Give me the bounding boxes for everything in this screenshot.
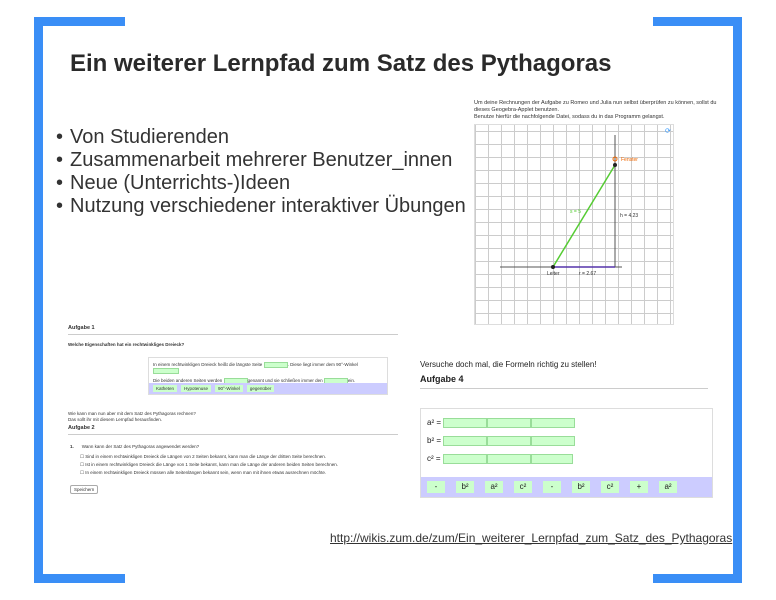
formula-label: b² = [427,436,442,446]
frame-top-right [653,17,742,26]
formula-label: a² = [427,418,442,428]
cloze-text: . Diese liegt immer dem 90°-Winkel [287,362,358,368]
drop-field[interactable] [153,368,179,374]
question-number: 1. [70,444,74,449]
slide-title: Ein weiterer Lernpfad zum Satz des Pytha… [70,50,612,77]
option-text: In einem rechtwinkligen Dreieck müssen a… [85,470,327,475]
bullet-text: Zusammenarbeit mehrerer Benutzer_innen [70,149,453,171]
formula-row: b² = [427,436,706,454]
label-leiter: Leiter [547,271,560,277]
formula-row: a² = [427,418,706,436]
cloze-text: genannt und sie schließen immer den [247,378,323,384]
refresh-icon: ⟳ [665,128,671,135]
word-chip[interactable]: gegenüber [246,385,275,392]
label-s: s = 5 [570,209,581,215]
aufgabe1-screenshot: Aufgabe 1 Welche Eigenschaften hat ein r… [68,325,398,495]
chip-bank: - b² a² c² - b² c² + a² [421,477,712,497]
term-chip[interactable]: - [543,481,561,493]
frame-bottom-right [653,574,742,583]
drop-field[interactable] [531,418,576,428]
aufgabe4-heading: Aufgabe 4 [420,374,708,389]
bullet-text: Von Studierenden [70,126,230,148]
aufgabe2-heading: Aufgabe 2 [68,425,398,435]
drop-field[interactable] [486,454,531,464]
word-chip[interactable]: Katheten [153,385,178,392]
aufgabe1-heading: Aufgabe 1 [68,325,398,335]
option-text: Sind in einem rechtwinkligen Dreieck die… [85,454,326,459]
drop-field[interactable] [531,436,576,446]
aufgabe4-intro: Versuche doch mal, die Formeln richtig z… [420,360,597,369]
option[interactable]: ☐ In einem rechtwinkligen Dreieck müssen… [80,470,327,475]
geogebra-applet[interactable]: Fenster Leiter s = 5 h = 4.23 r = 2.67 ⟳ [474,124,674,325]
aufgabe1-text: Wie kann man nun aber mit dem Satz des P… [68,411,196,416]
frame-bottom-left [34,574,125,583]
cloze-text: Die beiden anderen Seiten werden [153,378,223,384]
option-text: Ist in einem rechtwinkligen Dreieck die … [85,462,338,467]
drop-field[interactable] [487,418,532,428]
aufgabe4-screenshot: Versuche doch mal, die Formeln richtig z… [420,360,715,500]
geogebra-intro: Um deine Rechnungen der Aufgabe zu Romeo… [474,100,717,113]
point-leiter [551,265,555,269]
bullet-list: • Von Studierenden • Zusammenarbeit mehrer… [56,126,466,218]
formula-exercise: a² = b² = c² = - b² a² c² - b² c² + a² [420,408,713,498]
bullet-item: • Neue (Unterrichts-)Ideen [56,172,291,194]
aufgabe1-text: Das sollt ihr mit diesem Lernpfad heraus… [68,417,163,422]
save-button[interactable]: Speichern [70,485,99,494]
bullet-text: Nutzung verschiedener interaktiver Übung… [70,195,466,217]
option[interactable]: ☐ Sind in einem rechtwinkligen Dreieck d… [80,454,326,459]
term-chip[interactable]: c² [601,481,619,493]
geometry-drawing: Fenster Leiter s = 5 h = 4.23 r = 2.67 ⟳ [500,128,671,277]
drop-field[interactable] [443,436,488,446]
aufgabe2-question: Wann kann der Satz des Pythagoras angewe… [81,444,200,449]
formula-row: c² = [427,454,706,472]
drop-field[interactable] [487,436,532,446]
drop-field[interactable] [443,418,488,428]
term-chip[interactable]: a² [485,481,503,493]
word-chip[interactable]: 90°-Winkel [215,385,243,392]
point-fenster [612,156,618,162]
word-chip[interactable]: Hypotenuse [181,385,212,392]
label-h: h = 4.23 [620,213,638,219]
term-chip[interactable]: b² [572,481,590,493]
bullet-text: Neue (Unterrichts-)Ideen [70,172,291,194]
bullet-item: • Nutzung verschiedener interaktiver Übun… [56,195,466,217]
term-chip[interactable]: a² [659,481,677,493]
term-chip[interactable]: c² [514,481,532,493]
cloze-exercise: In einem rechtwinkligen Dreieck heißt di… [148,357,388,395]
term-chip[interactable]: b² [456,481,474,493]
label-fenster: Fenster [621,157,638,163]
formula-label: c² = [427,454,441,464]
geogebra-screenshot: Um deine Rechnungen der Aufgabe zu Romeo… [474,100,726,325]
frame-left [34,17,43,583]
wiki-link[interactable]: http://wikis.zum.de/zum/Ein_weiterer_Ler… [330,531,733,545]
geogebra-intro-2: Benutze hierfür die nachfolgende Datei, … [474,114,665,120]
point-top [613,163,617,167]
frame-right [733,17,742,583]
term-chip[interactable]: - [427,481,445,493]
bullet-item: • Zusammenarbeit mehrerer Benutzer_innen [56,149,453,171]
term-chip[interactable]: + [630,481,648,493]
option[interactable]: ☐ Ist in einem rechtwinkligen Dreieck di… [80,462,338,467]
frame-top-left [34,17,125,26]
cloze-text: In einem rechtwinkligen Dreieck heißt di… [153,362,263,368]
label-r: r = 2.67 [579,271,596,277]
aufgabe1-question: Welche Eigenschaften hat ein rechtwinkli… [68,342,185,347]
drop-field[interactable] [263,362,288,368]
drop-field[interactable] [530,454,573,464]
bullet-item: • Von Studierenden [56,126,230,148]
drop-field[interactable] [442,454,487,464]
cloze-text: ein. [347,378,356,384]
